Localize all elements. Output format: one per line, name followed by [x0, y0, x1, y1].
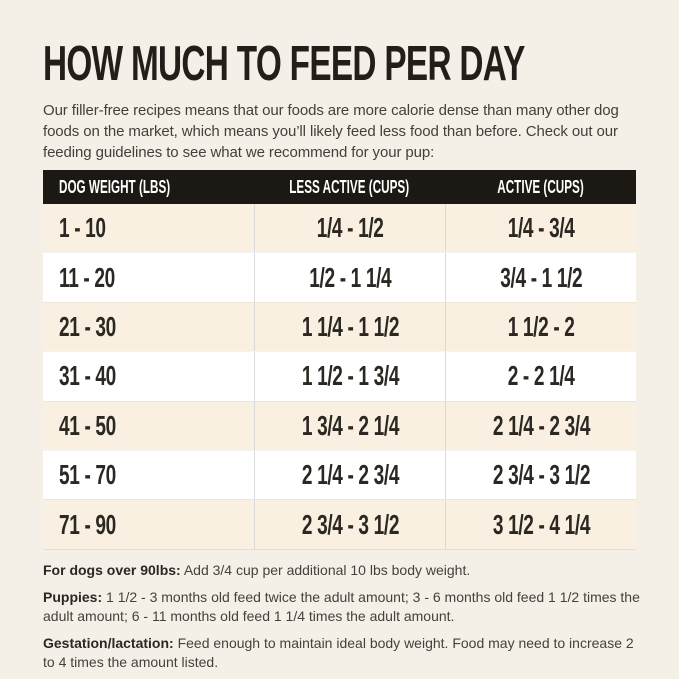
- weight-range-cell: 11 - 20: [43, 253, 254, 301]
- less-active-cups-cell: 1 3/4 - 2 1/4: [254, 401, 445, 450]
- table-row: 11 - 20 1/2 - 1 1/4 3/4 - 1 1/2: [43, 252, 636, 302]
- note-text: Add 3/4 cup per additional 10 lbs body w…: [183, 561, 471, 578]
- col-header-dog-weight: DOG WEIGHT (LBS): [43, 170, 254, 204]
- note: For dogs over 90lbs: Add 3/4 cup per add…: [43, 561, 653, 580]
- less-active-cups-cell: 2 3/4 - 3 1/2: [254, 500, 445, 549]
- weight-range-cell: 21 - 30: [43, 303, 254, 351]
- active-cups-value: 2 1/4 - 2 3/4: [492, 409, 590, 441]
- col-header-active: ACTIVE (CUPS): [445, 170, 636, 204]
- weight-range-value: 31 - 40: [59, 360, 116, 392]
- note-label: Gestation/lactation:: [43, 634, 174, 651]
- active-cups-cell: 2 1/4 - 2 3/4: [445, 401, 636, 450]
- note-text: Feed enough to maintain ideal body weigh…: [43, 634, 634, 670]
- less-active-cups-value: 1/2 - 1 1/4: [308, 261, 392, 293]
- weight-range-cell: 1 - 10: [43, 204, 254, 252]
- table-header-row: DOG WEIGHT (LBS) LESS ACTIVE (CUPS) ACTI…: [43, 170, 636, 204]
- less-active-cups-cell: 1 1/4 - 1 1/2: [254, 302, 445, 352]
- note-label: For dogs over 90lbs:: [43, 561, 181, 578]
- weight-range-value: 51 - 70: [59, 459, 116, 491]
- less-active-cups-value: 2 1/4 - 2 3/4: [301, 459, 399, 491]
- less-active-cups-cell: 1/4 - 1/2: [254, 204, 445, 253]
- active-cups-cell: 2 - 2 1/4: [445, 352, 636, 401]
- table-row: 1 - 10 1/4 - 1/2 1/4 - 3/4: [43, 204, 636, 253]
- table-row: 31 - 40 1 1/2 - 1 3/4 2 - 2 1/4: [43, 351, 636, 401]
- table-row: 21 - 30 1 1/4 - 1 1/2 1 1/2 - 2: [43, 301, 636, 352]
- table-row: 41 - 50 1 3/4 - 2 1/4 2 1/4 - 2 3/4: [43, 400, 636, 450]
- less-active-cups-cell: 1 1/2 - 1 3/4: [254, 352, 445, 401]
- less-active-cups-cell: 2 1/4 - 2 3/4: [254, 450, 445, 500]
- table-body: 1 - 10 1/4 - 1/2 1/4 - 3/4 11 - 20 1/2: [43, 204, 636, 550]
- weight-range-value: 1 - 10: [59, 212, 106, 244]
- weight-range-cell: 51 - 70: [43, 451, 254, 499]
- weight-range-value: 71 - 90: [59, 508, 116, 540]
- active-cups-value: 3 1/2 - 4 1/4: [492, 508, 590, 540]
- feeding-table: DOG WEIGHT (LBS) LESS ACTIVE (CUPS) ACTI…: [43, 170, 636, 550]
- less-active-cups-value: 2 3/4 - 3 1/2: [301, 508, 399, 540]
- less-active-cups-value: 1/4 - 1/2: [316, 212, 384, 244]
- page-title: HOW MUCH TO FEED PER DAY: [43, 37, 636, 92]
- table-row: 71 - 90 2 3/4 - 3 1/2 3 1/2 - 4 1/4: [43, 499, 636, 549]
- note-label: Puppies:: [43, 588, 103, 605]
- table-row: 51 - 70 2 1/4 - 2 3/4 2 3/4 - 3 1/2: [43, 449, 636, 500]
- less-active-cups-cell: 1/2 - 1 1/4: [254, 253, 445, 302]
- weight-range-cell: 71 - 90: [43, 500, 254, 548]
- active-cups-value: 2 - 2 1/4: [507, 360, 575, 392]
- active-cups-value: 2 3/4 - 3 1/2: [492, 459, 590, 491]
- active-cups-cell: 2 3/4 - 3 1/2: [445, 450, 636, 500]
- note: Gestation/lactation: Feed enough to main…: [43, 634, 653, 672]
- less-active-cups-value: 1 1/4 - 1 1/2: [301, 310, 399, 342]
- intro-text: Our filler-free recipes means that our f…: [43, 102, 619, 161]
- active-cups-cell: 3 1/2 - 4 1/4: [445, 500, 636, 549]
- weight-range-cell: 41 - 50: [43, 402, 254, 450]
- active-cups-value: 1/4 - 3/4: [507, 212, 575, 244]
- active-cups-value: 1 1/2 - 2: [507, 310, 575, 342]
- active-cups-cell: 3/4 - 1 1/2: [445, 253, 636, 302]
- col-header-active-label: ACTIVE (CUPS): [497, 176, 584, 197]
- active-cups-cell: 1 1/2 - 2: [445, 302, 636, 352]
- weight-range-value: 11 - 20: [59, 261, 115, 293]
- note-text: 1 1/2 - 3 months old feed twice the adul…: [43, 588, 640, 624]
- less-active-cups-value: 1 1/2 - 1 3/4: [301, 360, 399, 392]
- less-active-cups-value: 1 3/4 - 2 1/4: [301, 409, 399, 441]
- feeding-notes: For dogs over 90lbs: Add 3/4 cup per add…: [43, 561, 653, 672]
- active-cups-value: 3/4 - 1 1/2: [499, 261, 583, 293]
- col-header-dog-weight-label: DOG WEIGHT (LBS): [59, 176, 171, 197]
- page-title-text: HOW MUCH TO FEED PER DAY: [43, 37, 525, 91]
- note: Puppies: 1 1/2 - 3 months old feed twice…: [43, 588, 653, 626]
- weight-range-value: 21 - 30: [59, 310, 116, 342]
- col-header-less-active-label: LESS ACTIVE (CUPS): [289, 176, 410, 197]
- weight-range-value: 41 - 50: [59, 409, 116, 441]
- weight-range-cell: 31 - 40: [43, 352, 254, 400]
- col-header-less-active: LESS ACTIVE (CUPS): [254, 170, 445, 204]
- active-cups-cell: 1/4 - 3/4: [445, 204, 636, 253]
